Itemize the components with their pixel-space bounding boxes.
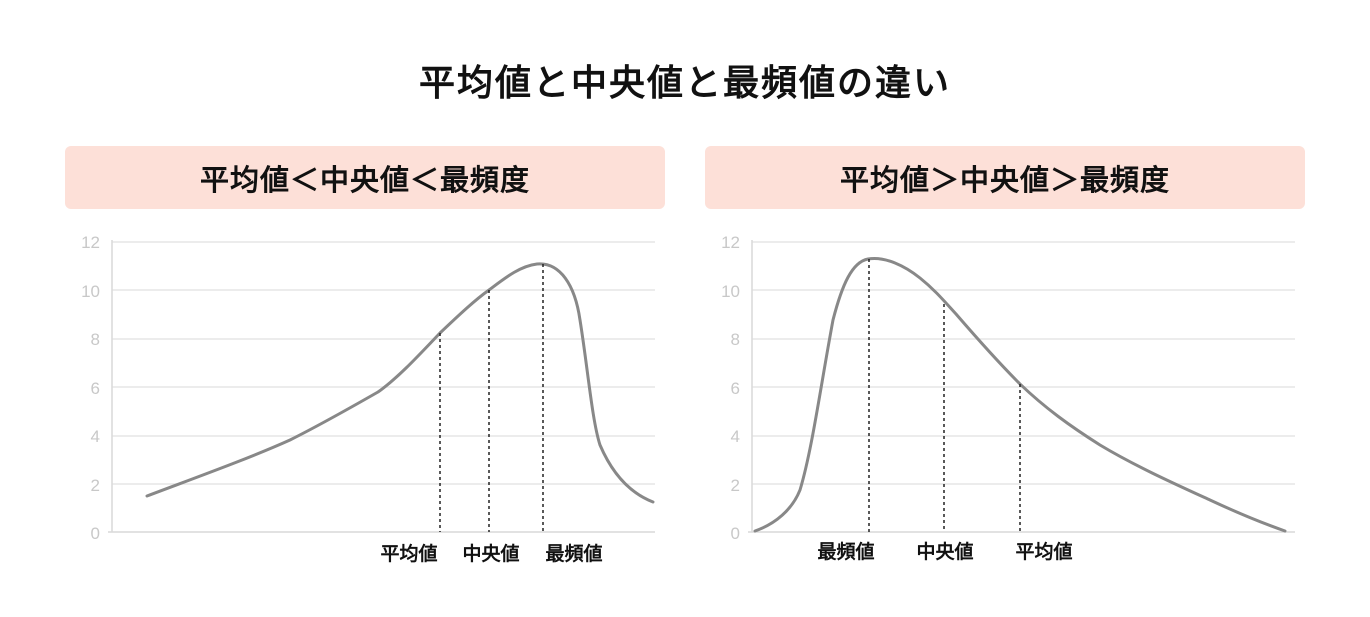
right-chart: 12 10 8 6 4 2 0 最頻値 中央値 平均値 [721, 233, 1295, 563]
left-chart-markers [439, 264, 544, 532]
right-mode-label: 最頻値 [817, 540, 874, 563]
left-mode-label: 最頻値 [545, 542, 602, 565]
svg-text:12: 12 [721, 233, 740, 252]
right-chart-curve [753, 256, 1287, 533]
left-chart-y-ticks: 12 10 8 6 4 2 0 [81, 233, 100, 543]
left-chart-curve [145, 262, 655, 504]
right-panel-header: 平均値＞中央値＞最頻度 [705, 146, 1305, 209]
svg-text:2: 2 [731, 476, 740, 495]
left-chart: 12 10 8 6 4 2 0 平均値 中央値 最頻値 [81, 233, 655, 565]
svg-text:4: 4 [91, 427, 100, 446]
left-mean-label: 平均値 [380, 542, 437, 565]
svg-text:10: 10 [721, 282, 740, 301]
svg-text:4: 4 [731, 427, 740, 446]
svg-text:0: 0 [731, 524, 740, 543]
svg-text:8: 8 [91, 330, 100, 349]
svg-text:12: 12 [81, 233, 100, 252]
page-title: 平均値と中央値と最頻値の違い [418, 63, 951, 104]
svg-text:6: 6 [91, 379, 100, 398]
svg-text:0: 0 [91, 524, 100, 543]
svg-text:6: 6 [731, 379, 740, 398]
left-median-label: 中央値 [462, 542, 519, 565]
right-chart-markers [868, 259, 1021, 532]
svg-text:8: 8 [731, 330, 740, 349]
right-median-label: 中央値 [916, 540, 973, 563]
left-panel-header: 平均値＜中央値＜最頻度 [65, 146, 665, 209]
right-chart-grid [752, 241, 1295, 485]
right-mean-label: 平均値 [1015, 540, 1072, 563]
right-chart-y-ticks: 12 10 8 6 4 2 0 [721, 233, 740, 543]
left-panel-header-label: 平均値＜中央値＜最頻度 [199, 162, 530, 197]
left-chart-grid [112, 241, 655, 485]
svg-text:2: 2 [91, 476, 100, 495]
svg-text:10: 10 [81, 282, 100, 301]
right-panel-header-label: 平均値＞中央値＞最頻度 [839, 162, 1170, 197]
